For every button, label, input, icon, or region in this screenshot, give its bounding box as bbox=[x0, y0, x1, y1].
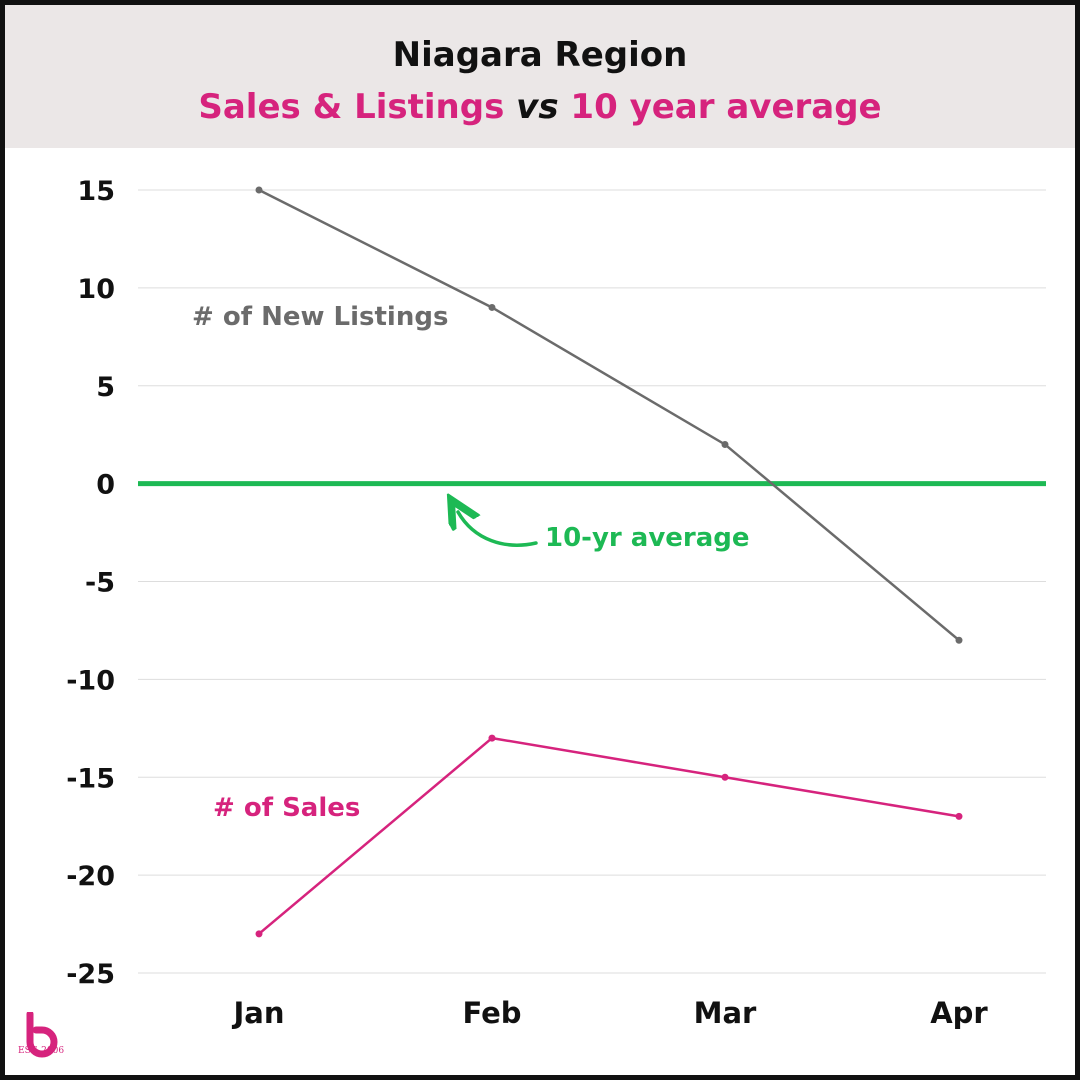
data-point bbox=[488, 303, 496, 311]
series-line-new-listings bbox=[258, 188, 960, 642]
subtitle-sales-listings: Sales & Listings bbox=[198, 87, 505, 127]
y-tick-label: 10 bbox=[77, 274, 115, 305]
x-tick-label: Jan bbox=[231, 996, 284, 1030]
reference-line-group: 10-yr average bbox=[138, 481, 1046, 553]
x-tick-label: Feb bbox=[462, 996, 521, 1030]
x-tick-label: Apr bbox=[930, 996, 988, 1030]
x-axis-ticks: Jan Feb Mar Apr bbox=[231, 996, 988, 1030]
y-axis-ticks: 15 10 5 0 -5 -10 -15 -20 -25 bbox=[66, 176, 115, 990]
logo-est-text: EST. 2006 bbox=[18, 1046, 65, 1056]
chart-subtitle: Sales & Listings vs 10 year average bbox=[5, 87, 1075, 127]
reference-line-label: 10-yr average bbox=[545, 523, 750, 553]
data-point bbox=[488, 734, 496, 742]
chart-title: Niagara Region bbox=[392, 35, 688, 75]
data-point bbox=[721, 773, 729, 781]
y-tick-label: 5 bbox=[96, 372, 115, 403]
data-point bbox=[721, 440, 729, 448]
x-tick-label: Mar bbox=[694, 996, 757, 1030]
data-point bbox=[955, 636, 963, 644]
y-tick-label: -20 bbox=[66, 861, 115, 892]
y-tick-label: -5 bbox=[85, 568, 115, 599]
series-group bbox=[255, 186, 963, 938]
data-point bbox=[955, 812, 963, 820]
data-point bbox=[255, 930, 263, 938]
brand-logo-icon bbox=[26, 1012, 58, 1058]
series-label: # of Sales bbox=[213, 793, 360, 823]
y-tick-label: -15 bbox=[66, 763, 115, 794]
y-tick-label: 0 bbox=[96, 470, 115, 501]
data-point bbox=[255, 186, 263, 194]
subtitle-ten-year-average: 10 year average bbox=[570, 87, 882, 127]
series-label: # of New Listings bbox=[192, 302, 448, 332]
y-tick-label: -10 bbox=[66, 665, 115, 696]
y-tick-label: -25 bbox=[66, 959, 115, 990]
header-banner: Niagara Region Sales & Listings vs 10 ye… bbox=[5, 5, 1075, 148]
series-labels: # of New Listings # of Sales bbox=[192, 302, 448, 823]
subtitle-vs: vs bbox=[516, 87, 559, 127]
y-tick-label: 15 bbox=[77, 176, 115, 207]
reference-arrow-icon bbox=[458, 512, 538, 547]
series-line-sales bbox=[258, 736, 960, 935]
